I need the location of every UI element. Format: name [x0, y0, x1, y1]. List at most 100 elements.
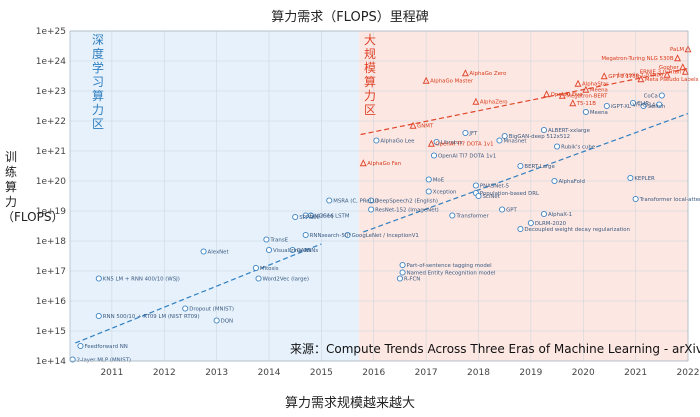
data-points: [69, 45, 692, 363]
data-point: [517, 162, 524, 170]
region-large-scale: [359, 31, 688, 361]
data-label: AlphaGo Zero: [469, 71, 506, 77]
y-tick-label: 1e+23: [36, 87, 66, 97]
y-tick-label: 1e+19: [36, 207, 67, 217]
data-point-triangle: [574, 79, 582, 87]
data-point: [433, 138, 440, 146]
y-tick-label: 1e+25: [36, 27, 66, 37]
data-point: [292, 213, 299, 221]
data-label: Meena: [590, 110, 608, 116]
data-point-triangle: [582, 85, 590, 93]
data-label: OpenAI TI7 DOTA 1v1: [435, 142, 493, 148]
data-point: [289, 246, 296, 254]
data-point: [263, 236, 270, 243]
data-label: AlphaX-1: [548, 212, 572, 218]
data-label: Visualizing CNNs: [273, 248, 318, 254]
region-label-char: 规: [364, 46, 376, 61]
data-point: [252, 264, 259, 272]
data-label: AlphaGo Master: [430, 79, 474, 85]
data-label: 2-layer MLP (MNIST): [77, 358, 131, 364]
region-label-char: 学: [92, 60, 104, 75]
region-label-char: 算: [364, 74, 376, 89]
x-tick-label: 2011: [100, 368, 123, 378]
data-label: Rubik's cube: [561, 145, 596, 151]
data-label: GANs: [297, 248, 312, 254]
data-label: Transformer local-attention (NesT-B): [639, 197, 700, 203]
data-point: [213, 317, 220, 324]
data-point-triangle: [569, 99, 577, 107]
data-point: [69, 356, 76, 363]
data-label: Gopher: [659, 65, 680, 71]
data-label: Meta Pseudo Labels: [645, 77, 699, 83]
y-tick-label: 1e+24: [36, 57, 67, 67]
region-label-char: 力: [364, 89, 376, 103]
x-tick-label: 2021: [624, 368, 647, 378]
data-label: PNASNet-5: [480, 184, 509, 190]
y-tick-label: 1e+15: [36, 327, 66, 337]
data-point-triangle: [600, 72, 608, 80]
data-point: [265, 246, 273, 254]
data-point-triangle: [461, 69, 469, 77]
data-label: AlphaGo Fan: [367, 161, 401, 167]
data-point: [344, 231, 351, 239]
data-label: AlphaStar: [582, 82, 609, 88]
data-label: Dropout (MNIST): [189, 307, 234, 313]
data-label: Part-of-sentence tagging model: [407, 263, 492, 269]
data-label: CLIP: [637, 101, 649, 107]
data-point: [540, 210, 548, 218]
data-label: ResNet-152 (ImageNet): [375, 208, 439, 214]
data-point: [527, 219, 534, 227]
data-label: ERNIE 3.0 Titan: [640, 70, 682, 76]
data-label: AlphaGo Lee: [380, 139, 415, 145]
trend-lines: [75, 67, 689, 344]
data-point: [658, 92, 665, 99]
data-label: Word2Vec (large): [263, 277, 309, 283]
data-point-triangle: [472, 97, 480, 105]
data-label: KEPLER: [634, 176, 655, 182]
data-label: T5-11B: [576, 101, 597, 107]
data-label: BERT-Large: [524, 164, 555, 170]
x-tick-label: 2015: [310, 368, 333, 378]
data-point: [399, 269, 406, 276]
data-point: [449, 212, 456, 219]
data-point-triangle: [637, 75, 645, 83]
data-point: [462, 129, 469, 137]
data-point-triangle: [543, 90, 551, 98]
data-point: [373, 137, 380, 144]
region-label-large-scale: 大规模算力区: [364, 33, 376, 117]
data-label: ViT-G/14: [632, 103, 655, 109]
data-label: Mnasnet: [503, 139, 526, 145]
data-point: [554, 143, 561, 150]
data-label: TransE: [269, 238, 288, 244]
data-label: Mitosis: [260, 266, 279, 272]
data-point-triangle: [359, 159, 367, 167]
data-label: AlphaZero: [480, 100, 508, 106]
data-label: Named Entity Recognition model: [407, 271, 496, 277]
data-point-triangle: [679, 63, 687, 71]
region-label-char: 算: [92, 88, 104, 103]
data-label: VGG16: [315, 214, 334, 220]
data-label: Megatron-BERT: [566, 94, 608, 100]
data-point: [629, 99, 637, 107]
data-point: [582, 108, 589, 116]
data-point: [540, 126, 548, 134]
data-point: [302, 231, 309, 239]
region-label-char: 大: [364, 33, 376, 47]
data-point: [430, 152, 438, 159]
data-label: SciNet: [483, 194, 500, 200]
data-point: [627, 174, 634, 182]
data-point-triangle: [422, 76, 430, 84]
plot-frame: [69, 30, 689, 362]
trend-line: [363, 112, 689, 233]
data-label: GPT: [506, 208, 517, 214]
data-point-triangle: [427, 139, 435, 147]
trend-line: [75, 243, 322, 344]
data-point: [425, 176, 432, 183]
data-label: Libratus: [441, 140, 463, 146]
region-backgrounds: [70, 31, 688, 361]
data-point: [499, 206, 506, 213]
y-tick-label: 1e+18: [36, 237, 67, 247]
x-tick-label: 2019: [519, 368, 542, 378]
